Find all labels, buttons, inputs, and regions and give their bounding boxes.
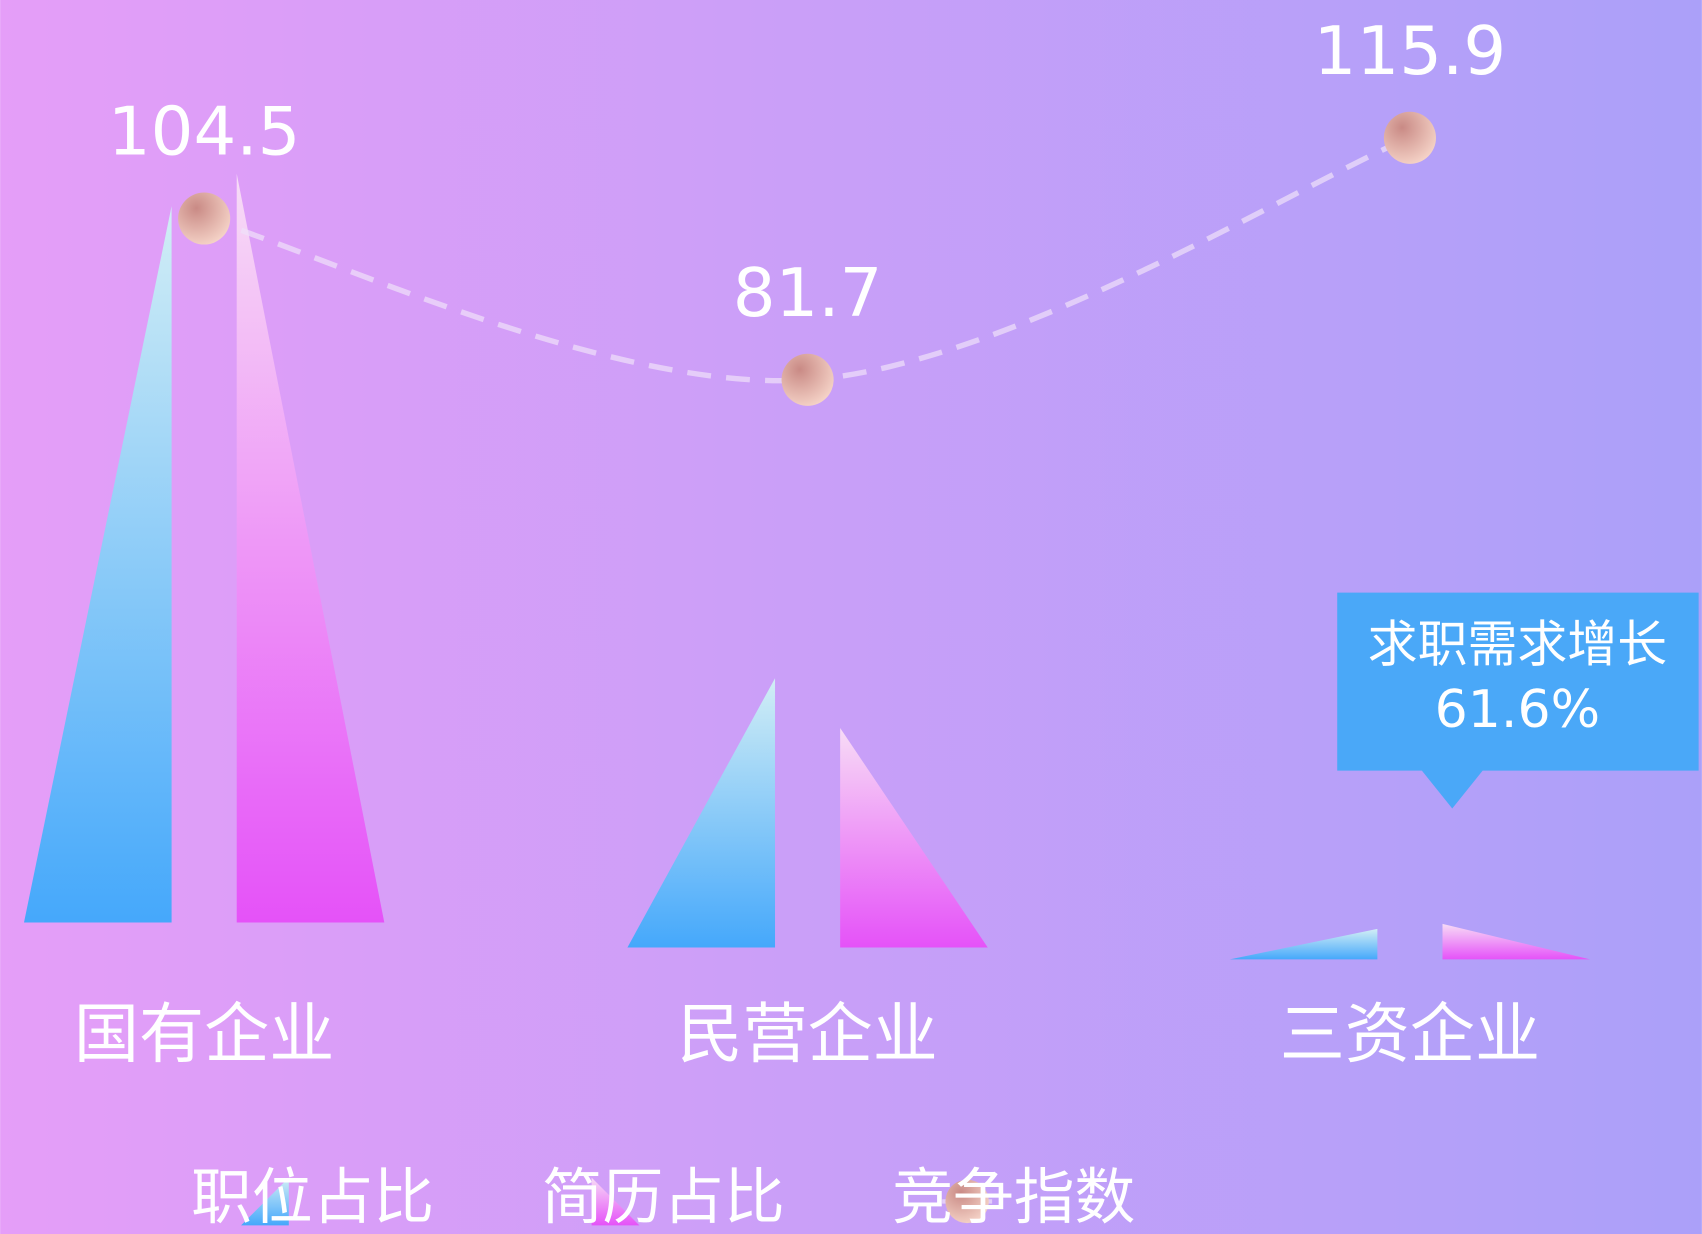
legend-icon: [945, 1179, 989, 1224]
callout: 求职需求增长 61.6%: [1337, 592, 1699, 809]
legend: 职位占比 简历占比 竞争指数: [191, 1163, 1135, 1233]
point: [1383, 111, 1436, 164]
data-label: 115.9: [1314, 12, 1507, 90]
legend-icon: [591, 1177, 640, 1226]
callout-text: 求职需求增长: [1368, 615, 1667, 673]
data-label: 81.7: [733, 254, 883, 332]
point: [781, 353, 834, 406]
legend-label: 竞争指数: [892, 1163, 1135, 1233]
data-label: 104.5: [108, 93, 301, 171]
bar: [23, 206, 172, 923]
point: [178, 192, 231, 245]
legend-label: 职位占比: [191, 1163, 434, 1233]
x-tick-label: 民营企业: [677, 998, 937, 1073]
callout-value: 61.6%: [1435, 680, 1600, 740]
bar: [840, 728, 988, 948]
callout-box: [1337, 592, 1699, 809]
x-tick-label: 国有企业: [74, 998, 334, 1073]
x-tick-label: 三资企业: [1280, 998, 1540, 1073]
legend-label: 简历占比: [542, 1163, 785, 1233]
